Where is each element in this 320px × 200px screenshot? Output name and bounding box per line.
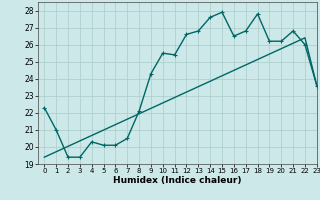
- X-axis label: Humidex (Indice chaleur): Humidex (Indice chaleur): [113, 176, 242, 185]
